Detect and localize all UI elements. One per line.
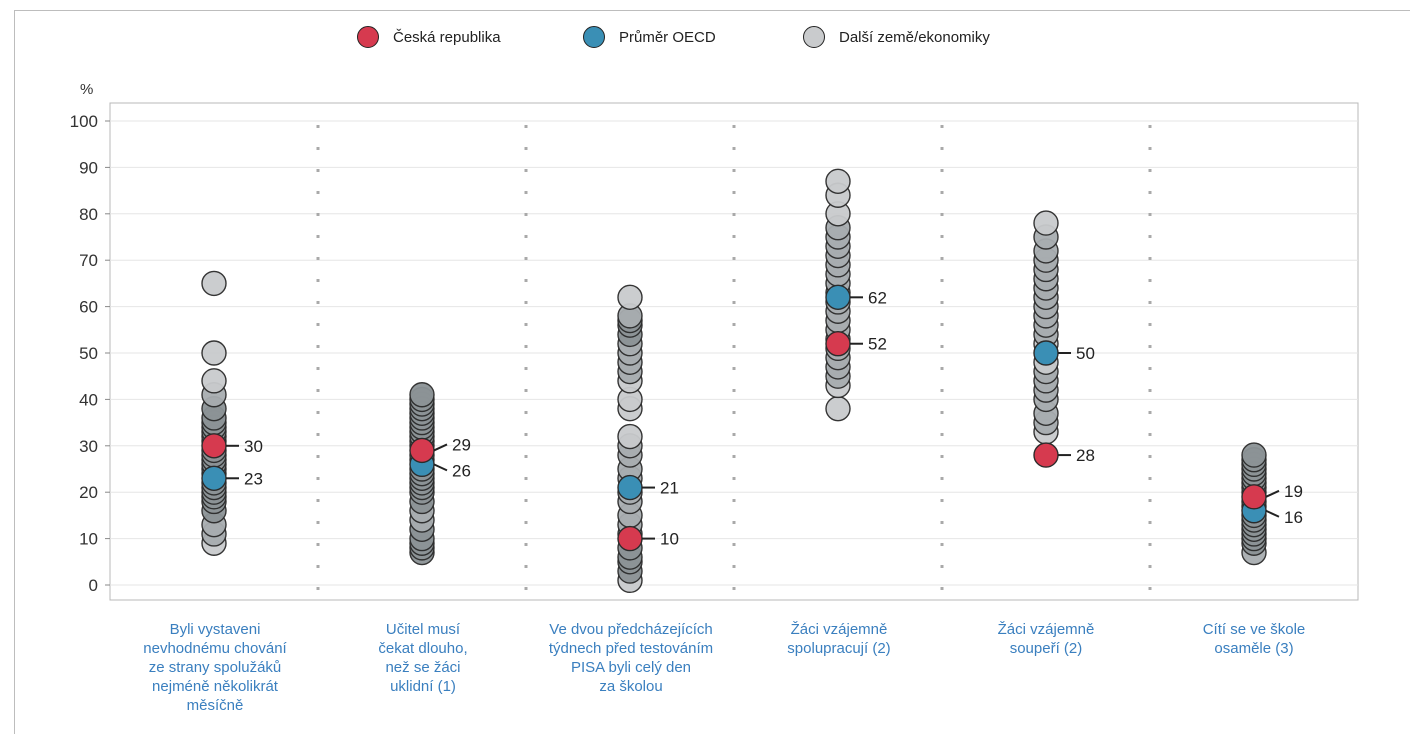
oecd-average-value-label: 26 <box>452 461 471 480</box>
value-leader-line <box>1265 509 1280 518</box>
y-tick-label: 10 <box>79 530 98 549</box>
other-country-point <box>201 340 227 366</box>
y-tick-label: 80 <box>79 205 98 224</box>
legend-swatch-oecd-average <box>583 26 605 48</box>
oecd-average-value-label: 21 <box>660 479 679 498</box>
y-tick-label: 20 <box>79 483 98 502</box>
category-label-cooperate: Žáci vzájemně spolupracují (2) <box>787 621 891 657</box>
other-country-point <box>825 168 851 195</box>
value-leader-line <box>1265 489 1280 498</box>
oecd-average-value-label: 62 <box>868 288 887 307</box>
czech-republic-value-label: 30 <box>244 437 263 456</box>
other-country-point <box>825 395 851 422</box>
category-label-skipped-school: Ve dvou předcházejících týdnech před tes… <box>548 621 714 695</box>
oecd-average-value-label: 16 <box>1284 508 1303 527</box>
oecd-average-point <box>1033 340 1059 366</box>
legend: Česká republika Průměr OECD Další země/e… <box>0 26 1410 60</box>
legend-swatch-czech-republic <box>357 26 379 48</box>
other-country-point <box>1033 210 1059 236</box>
category-label-compete: Žáci vzájemně soupeří (2) <box>997 621 1095 657</box>
y-tick-label: 100 <box>70 112 98 131</box>
plot-border <box>109 102 1359 601</box>
other-country-point <box>617 423 643 450</box>
czech-republic-point <box>825 331 851 357</box>
czech-republic-value-label: 52 <box>868 335 887 354</box>
other-country-point <box>201 368 227 394</box>
czech-republic-value-label: 29 <box>452 435 471 454</box>
czech-republic-point <box>201 433 227 459</box>
y-tick-label: 40 <box>79 390 98 409</box>
oecd-average-point <box>825 284 851 311</box>
czech-republic-value-label: 19 <box>1284 482 1303 501</box>
czech-republic-point <box>617 525 643 552</box>
category-label-teacher-waits: Učitel musí čekat dlouho, než se žáci uk… <box>378 621 468 695</box>
legend-label-oecd-average: Průměr OECD <box>619 28 716 46</box>
czech-republic-point <box>409 437 435 464</box>
y-tick-label: 90 <box>79 158 98 177</box>
category-label-lonely: Cítí se ve škole osaměle (3) <box>1202 621 1306 657</box>
czech-republic-value-label: 10 <box>660 530 679 549</box>
other-country-point <box>617 284 643 311</box>
czech-republic-point <box>1033 442 1059 468</box>
oecd-average-point <box>617 474 643 501</box>
y-axis-label: % <box>80 81 93 98</box>
y-tick-label: 50 <box>79 344 98 363</box>
y-tick-label: 60 <box>79 298 98 317</box>
legend-item-czech-republic: Česká republika <box>357 26 501 48</box>
y-tick-label: 0 <box>89 576 98 595</box>
value-leader-line <box>433 463 448 472</box>
czech-republic-value-label: 28 <box>1076 446 1095 465</box>
value-leader-line <box>433 443 448 452</box>
other-country-point <box>1241 442 1267 468</box>
oecd-average-value-label: 50 <box>1076 344 1095 363</box>
legend-item-oecd-average: Průměr OECD <box>583 26 716 48</box>
legend-label-czech-republic: Česká republika <box>393 28 501 46</box>
oecd-average-point <box>201 465 227 491</box>
legend-label-other-countries: Další země/ekonomiky <box>839 28 990 46</box>
other-country-point <box>201 270 227 297</box>
oecd-average-value-label: 23 <box>244 469 263 488</box>
legend-swatch-other-countries <box>803 26 825 48</box>
category-label-bullied: Byli vystaveni nevhodnému chování ze str… <box>143 621 287 714</box>
legend-item-other-countries: Další země/ekonomiky <box>803 26 990 48</box>
y-tick-label: 70 <box>79 251 98 270</box>
chart-frame <box>14 10 1410 734</box>
czech-republic-point <box>1241 484 1267 510</box>
y-tick-label: 30 <box>79 437 98 456</box>
other-country-point <box>409 382 435 408</box>
